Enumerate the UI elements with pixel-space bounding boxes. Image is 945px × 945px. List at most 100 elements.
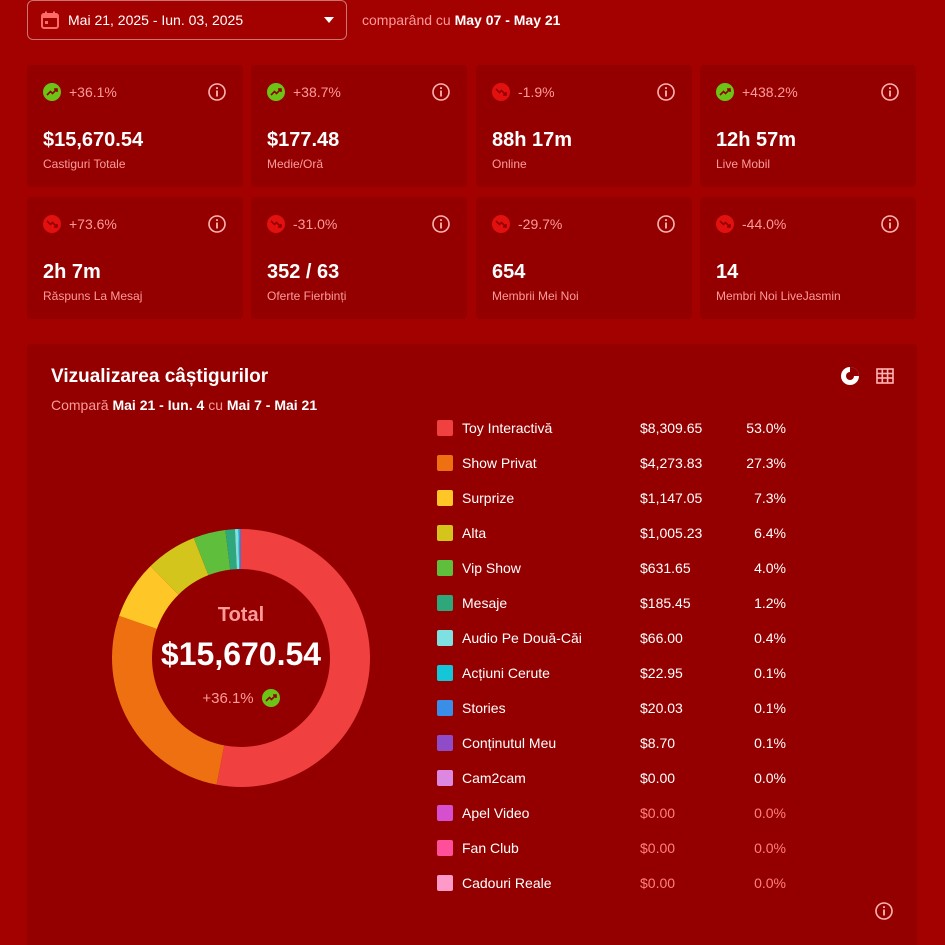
legend-swatch xyxy=(437,805,453,821)
legend-percent: 0.1% xyxy=(754,665,786,681)
stat-label: Oferte Fierbinți xyxy=(267,289,347,303)
stat-label: Castiguri Totale xyxy=(43,157,126,171)
stat-pct: +36.1% xyxy=(69,84,117,100)
trend-down-icon xyxy=(267,215,285,233)
info-icon[interactable] xyxy=(207,82,227,102)
legend-row: Mesaje $185.45 1.2% xyxy=(437,593,797,613)
stat-label: Răspuns La Mesaj xyxy=(43,289,143,303)
compare-range: May 07 - May 21 xyxy=(454,12,561,28)
earnings-compare-prefix: Compară xyxy=(51,397,109,413)
compare-prefix: comparând cu xyxy=(362,12,451,28)
stat-label: Membrii Mei Noi xyxy=(492,289,579,303)
stat-pct: +38.7% xyxy=(293,84,341,100)
legend-row: Alta $1,005.23 6.4% xyxy=(437,523,797,543)
stat-pct: +73.6% xyxy=(69,216,117,232)
stat-card: +38.7% $177.48 Medie/Oră xyxy=(251,65,467,187)
donut-center-value: $15,670.54 xyxy=(160,636,322,672)
stat-trend: -1.9% xyxy=(492,83,555,101)
compare-text: comparând cu May 07 - May 21 xyxy=(362,12,560,28)
donut-slice xyxy=(216,529,370,787)
info-icon[interactable] xyxy=(656,214,676,234)
earnings-compare-word: cu xyxy=(208,397,223,413)
info-icon[interactable] xyxy=(874,901,894,921)
info-icon[interactable] xyxy=(880,214,900,234)
stat-trend: +36.1% xyxy=(43,83,117,101)
legend-name: Cam2cam xyxy=(462,770,526,786)
stat-card: +73.6% 2h 7m Răspuns La Mesaj xyxy=(27,197,243,319)
info-icon[interactable] xyxy=(431,82,451,102)
legend-swatch xyxy=(437,595,453,611)
legend-row: Surprize $1,147.05 7.3% xyxy=(437,488,797,508)
trend-down-icon xyxy=(492,83,510,101)
donut-slice xyxy=(111,615,225,785)
legend-amount: $185.45 xyxy=(640,595,691,611)
donut-slice xyxy=(150,537,209,595)
legend-row: Toy Interactivă $8,309.65 53.0% xyxy=(437,418,797,438)
earnings-compare: Compară Mai 21 - Iun. 4 cu Mai 7 - Mai 2… xyxy=(51,397,317,413)
stat-label: Live Mobil xyxy=(716,157,771,171)
legend-amount: $4,273.83 xyxy=(640,455,703,471)
stat-trend: -44.0% xyxy=(716,215,786,233)
legend-row: Cadouri Reale $0.00 0.0% xyxy=(437,873,797,893)
stat-trend: +438.2% xyxy=(716,83,798,101)
legend-amount: $0.00 xyxy=(640,805,676,821)
stat-card: -31.0% 352 / 63 Oferte Fierbinți xyxy=(251,197,467,319)
stat-pct: -29.7% xyxy=(518,216,563,232)
date-range-text: Mai 21, 2025 - Iun. 03, 2025 xyxy=(68,12,244,28)
date-range-picker[interactable]: Mai 21, 2025 - Iun. 03, 2025 xyxy=(27,0,347,40)
legend-row: Show Privat $4,273.83 27.3% xyxy=(437,453,797,473)
stat-value: 352 / 63 xyxy=(267,261,340,283)
legend-row: Audio Pe Două-Căi $66.00 0.4% xyxy=(437,628,797,648)
stat-value: 2h 7m xyxy=(43,261,101,283)
legend-amount: $1,147.05 xyxy=(640,490,703,506)
pie-chart-icon[interactable] xyxy=(840,366,860,386)
donut-slice xyxy=(193,529,231,576)
legend-swatch xyxy=(437,630,453,646)
legend-row: Vip Show $631.65 4.0% xyxy=(437,558,797,578)
legend-swatch xyxy=(437,875,453,891)
legend-amount: $22.95 xyxy=(640,665,683,681)
info-icon[interactable] xyxy=(431,214,451,234)
trend-down-icon xyxy=(43,215,61,233)
table-view-icon[interactable] xyxy=(875,366,895,386)
info-icon[interactable] xyxy=(656,82,676,102)
legend-name: Toy Interactivă xyxy=(462,420,553,436)
stat-trend: +38.7% xyxy=(267,83,341,101)
stat-trend: -29.7% xyxy=(492,215,562,233)
trend-up-icon xyxy=(43,83,61,101)
legend-amount: $66.00 xyxy=(640,630,683,646)
trend-down-icon xyxy=(492,215,510,233)
legend-row: Cam2cam $0.00 0.0% xyxy=(437,768,797,788)
legend-amount: $20.03 xyxy=(640,700,683,716)
legend-name: Stories xyxy=(462,700,506,716)
legend-percent: 7.3% xyxy=(754,490,786,506)
trend-up-icon xyxy=(716,83,734,101)
info-icon[interactable] xyxy=(880,82,900,102)
donut-center-label: Total xyxy=(217,604,265,626)
stat-label: Membri Noi LiveJasmin xyxy=(716,289,841,303)
stat-value: 88h 17m xyxy=(492,129,573,151)
calendar-icon xyxy=(41,11,59,29)
legend-name: Apel Video xyxy=(462,805,530,821)
trend-up-icon xyxy=(267,83,285,101)
donut-slice xyxy=(225,529,237,570)
legend-percent: 0.1% xyxy=(754,735,786,751)
legend-percent: 0.1% xyxy=(754,700,786,716)
legend-row: Conținutul Meu $8.70 0.1% xyxy=(437,733,797,753)
legend-row: Stories $20.03 0.1% xyxy=(437,698,797,718)
stat-card: -29.7% 654 Membrii Mei Noi xyxy=(476,197,692,319)
info-icon[interactable] xyxy=(207,214,227,234)
earnings-donut-chart xyxy=(111,529,370,787)
legend-percent: 1.2% xyxy=(754,595,786,611)
stat-value: $15,670.54 xyxy=(43,129,144,151)
legend-amount: $0.00 xyxy=(640,875,676,891)
earnings-title: Vizualizarea câștigurilor xyxy=(51,366,269,387)
legend-swatch xyxy=(437,525,453,541)
legend-swatch xyxy=(437,490,453,506)
stat-card: -44.0% 14 Membri Noi LiveJasmin xyxy=(700,197,916,319)
legend-name: Acțiuni Cerute xyxy=(462,665,550,681)
legend-amount: $1,005.23 xyxy=(640,525,703,541)
legend-percent: 27.3% xyxy=(746,455,786,471)
legend-percent: 0.0% xyxy=(754,805,786,821)
donut-slice xyxy=(234,529,240,570)
